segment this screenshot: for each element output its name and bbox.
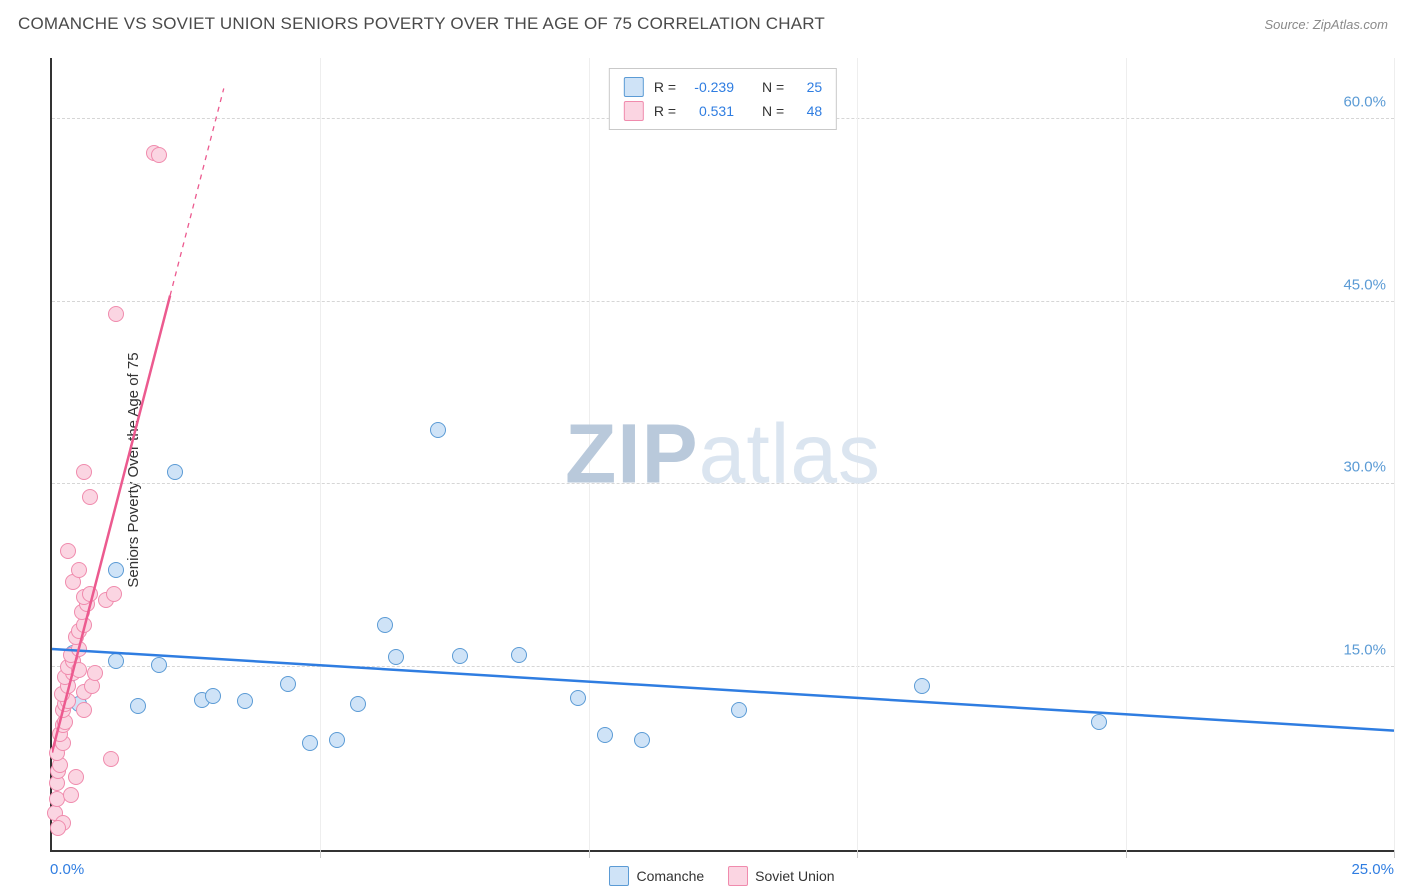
data-point-comanche [237, 693, 253, 709]
y-tick-label: 60.0% [1343, 93, 1386, 110]
data-point-comanche [570, 690, 586, 706]
x-tick [1126, 850, 1127, 858]
legend-swatch [728, 866, 748, 886]
stats-legend-box: R = -0.239 N = 25 R = 0.531 N = 48 [609, 68, 837, 130]
data-point-soviet [82, 586, 98, 602]
stats-n-value: 48 [794, 103, 822, 119]
legend-label: Soviet Union [755, 868, 834, 884]
stats-swatch [624, 101, 644, 121]
gridline-h [52, 666, 1394, 667]
regression-lines-layer [52, 58, 1394, 850]
stats-row: R = -0.239 N = 25 [624, 75, 822, 99]
chart-title: COMANCHE VS SOVIET UNION SENIORS POVERTY… [18, 14, 825, 34]
watermark: ZIPatlas [565, 406, 881, 503]
y-tick-label: 15.0% [1343, 642, 1386, 659]
regression-line-comanche [52, 649, 1394, 731]
plot-region: ZIPatlas R = -0.239 N = 25 R = 0.531 N = 48 15.… [50, 58, 1394, 852]
stats-r-value: -0.239 [686, 79, 734, 95]
x-tick [857, 850, 858, 858]
data-point-comanche [205, 688, 221, 704]
watermark-part1: ZIP [565, 407, 699, 501]
data-point-comanche [167, 464, 183, 480]
gridline-v [1394, 58, 1395, 850]
gridline-v [589, 58, 590, 850]
chart-area: Seniors Poverty Over the Age of 75 ZIPat… [0, 48, 1406, 892]
y-tick-label: 45.0% [1343, 276, 1386, 293]
data-point-comanche [151, 657, 167, 673]
data-point-comanche [280, 676, 296, 692]
data-point-comanche [108, 653, 124, 669]
x-tick [320, 850, 321, 858]
data-point-soviet [103, 751, 119, 767]
gridline-v [1126, 58, 1127, 850]
stats-n-value: 25 [794, 79, 822, 95]
data-point-soviet [76, 702, 92, 718]
stats-swatch [624, 77, 644, 97]
data-point-soviet [50, 820, 66, 836]
chart-header: COMANCHE VS SOVIET UNION SENIORS POVERTY… [0, 0, 1406, 48]
stats-r-value: 0.531 [686, 103, 734, 119]
x-legend-item: Comanche [609, 866, 704, 886]
data-point-comanche [329, 732, 345, 748]
data-point-soviet [71, 562, 87, 578]
gridline-v [320, 58, 321, 850]
stats-n-label: N = [762, 79, 784, 95]
data-point-comanche [511, 647, 527, 663]
data-point-soviet [87, 665, 103, 681]
stats-r-label: R = [654, 103, 676, 119]
y-tick-label: 30.0% [1343, 459, 1386, 476]
stats-r-label: R = [654, 79, 676, 95]
gridline-h [52, 483, 1394, 484]
data-point-soviet [63, 787, 79, 803]
data-point-comanche [914, 678, 930, 694]
data-point-comanche [302, 735, 318, 751]
data-point-comanche [108, 562, 124, 578]
data-point-comanche [130, 698, 146, 714]
x-tick [589, 850, 590, 858]
data-point-comanche [1091, 714, 1107, 730]
x-tick [1394, 850, 1395, 858]
data-point-soviet [106, 586, 122, 602]
regression-line-extend-soviet [170, 88, 224, 295]
data-point-soviet [151, 147, 167, 163]
x-tick-label-min: 0.0% [50, 861, 84, 878]
watermark-part2: atlas [699, 407, 881, 501]
data-point-comanche [597, 727, 613, 743]
data-point-soviet [68, 769, 84, 785]
x-axis-legend: Comanche Soviet Union [50, 866, 1394, 886]
data-point-comanche [731, 702, 747, 718]
data-point-soviet [82, 489, 98, 505]
data-point-soviet [71, 662, 87, 678]
source-prefix: Source: [1264, 17, 1312, 32]
data-point-comanche [350, 696, 366, 712]
data-point-soviet [76, 464, 92, 480]
data-point-comanche [377, 617, 393, 633]
data-point-soviet [60, 543, 76, 559]
gridline-v [857, 58, 858, 850]
data-point-comanche [452, 648, 468, 664]
data-point-comanche [388, 649, 404, 665]
data-point-soviet [108, 306, 124, 322]
data-point-comanche [430, 422, 446, 438]
x-legend-item: Soviet Union [728, 866, 834, 886]
legend-label: Comanche [636, 868, 704, 884]
stats-n-label: N = [762, 103, 784, 119]
stats-row: R = 0.531 N = 48 [624, 99, 822, 123]
source-attribution: Source: ZipAtlas.com [1264, 17, 1388, 32]
data-point-comanche [634, 732, 650, 748]
source-name: ZipAtlas.com [1313, 17, 1388, 32]
legend-swatch [609, 866, 629, 886]
gridline-h [52, 301, 1394, 302]
x-tick-label-max: 25.0% [1351, 861, 1394, 878]
